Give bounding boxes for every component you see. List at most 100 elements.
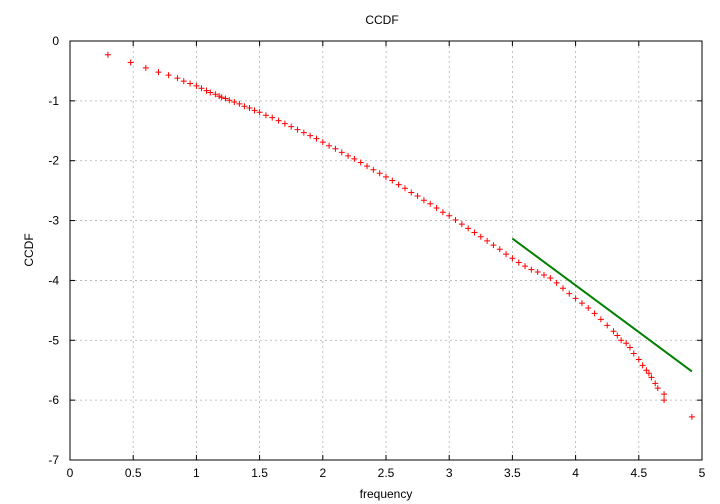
data-point — [142, 64, 149, 71]
data-point — [465, 225, 472, 232]
y-tick-label: -7 — [48, 453, 59, 467]
x-axis-label: frequency — [360, 487, 413, 501]
y-tick-label: -4 — [48, 273, 59, 287]
data-point — [630, 350, 637, 357]
axis-ticks: 0 0.5 1 1.5 2 2.5 3 3.5 4 4.5 5 0 -1 -2 -3 -4 -5 -6 -7 — [48, 34, 705, 480]
data-point — [688, 413, 695, 420]
data-point — [198, 85, 205, 92]
data-point — [566, 290, 573, 297]
data-point — [446, 212, 453, 219]
data-point — [180, 78, 187, 85]
data-point — [591, 310, 598, 317]
data-point — [127, 59, 134, 66]
data-point — [383, 173, 389, 180]
x-tick-label: 2.5 — [378, 466, 395, 480]
data-point — [319, 139, 326, 146]
data-point — [275, 117, 282, 124]
data-point — [610, 328, 617, 335]
data-point — [338, 149, 345, 156]
data-point — [618, 337, 625, 344]
data-point — [414, 193, 421, 200]
data-point — [351, 155, 358, 162]
data-point — [222, 95, 229, 102]
data-point — [626, 344, 633, 351]
data-point — [439, 209, 446, 216]
data-point — [401, 185, 408, 192]
data-points — [104, 51, 695, 420]
data-point — [212, 91, 219, 98]
data-point — [256, 109, 263, 116]
data-point — [509, 255, 516, 262]
data-point — [408, 189, 415, 196]
data-point — [578, 300, 585, 307]
data-point — [553, 279, 560, 286]
data-point — [357, 159, 364, 166]
data-point — [281, 120, 288, 127]
y-tick-label: -1 — [48, 94, 59, 108]
data-point — [288, 123, 295, 130]
data-point — [165, 72, 172, 79]
data-point — [477, 233, 484, 240]
data-point — [661, 397, 668, 404]
data-point — [654, 385, 661, 392]
data-point — [652, 380, 659, 387]
data-point — [395, 181, 402, 188]
data-point — [639, 362, 646, 369]
data-point — [471, 229, 478, 236]
data-point — [389, 177, 396, 184]
x-tick-label: 3 — [446, 466, 453, 480]
data-point — [174, 75, 181, 82]
y-tick-label: 0 — [52, 34, 59, 48]
data-point — [370, 166, 377, 173]
data-point — [484, 237, 491, 244]
x-tick-label: 0 — [67, 466, 74, 480]
x-tick-label: 0.5 — [125, 466, 142, 480]
data-point — [528, 266, 535, 273]
data-point — [452, 216, 459, 223]
data-point — [604, 322, 611, 329]
data-point — [218, 94, 225, 101]
x-tick-label: 4.5 — [630, 466, 647, 480]
data-point — [207, 89, 214, 96]
data-point — [597, 316, 604, 323]
data-point — [262, 112, 269, 119]
data-point — [643, 367, 650, 374]
data-point — [559, 285, 566, 292]
data-point — [503, 251, 510, 258]
data-point — [313, 135, 320, 142]
data-point — [458, 221, 465, 228]
data-point — [300, 129, 307, 136]
data-point — [541, 272, 547, 279]
data-point — [251, 107, 258, 114]
fit-line-group — [511, 237, 693, 373]
data-point — [420, 197, 427, 204]
data-point — [241, 103, 248, 110]
y-tick-label: -3 — [48, 214, 59, 228]
data-point — [648, 374, 655, 381]
data-point — [547, 275, 554, 282]
x-tick-label: 2 — [319, 466, 326, 480]
data-point — [226, 97, 233, 104]
data-point — [572, 295, 579, 302]
data-point — [635, 356, 642, 363]
y-axis-label: CCDF — [22, 233, 36, 266]
data-point — [269, 114, 276, 121]
data-point — [236, 100, 243, 107]
x-tick-label: 4 — [572, 466, 579, 480]
data-point — [496, 246, 503, 253]
y-tick-label: -6 — [48, 393, 59, 407]
data-point — [345, 152, 352, 159]
data-point — [246, 105, 253, 112]
chart-title: CCDF — [365, 13, 398, 27]
data-point — [104, 51, 111, 58]
data-point — [534, 269, 541, 276]
data-point — [187, 80, 194, 87]
data-point — [294, 126, 301, 133]
grid-lines — [70, 41, 702, 460]
data-point — [515, 259, 522, 266]
data-point — [332, 145, 339, 152]
x-tick-label: 3.5 — [504, 466, 521, 480]
data-point — [193, 82, 200, 89]
data-point — [661, 391, 668, 398]
data-point — [585, 304, 592, 311]
